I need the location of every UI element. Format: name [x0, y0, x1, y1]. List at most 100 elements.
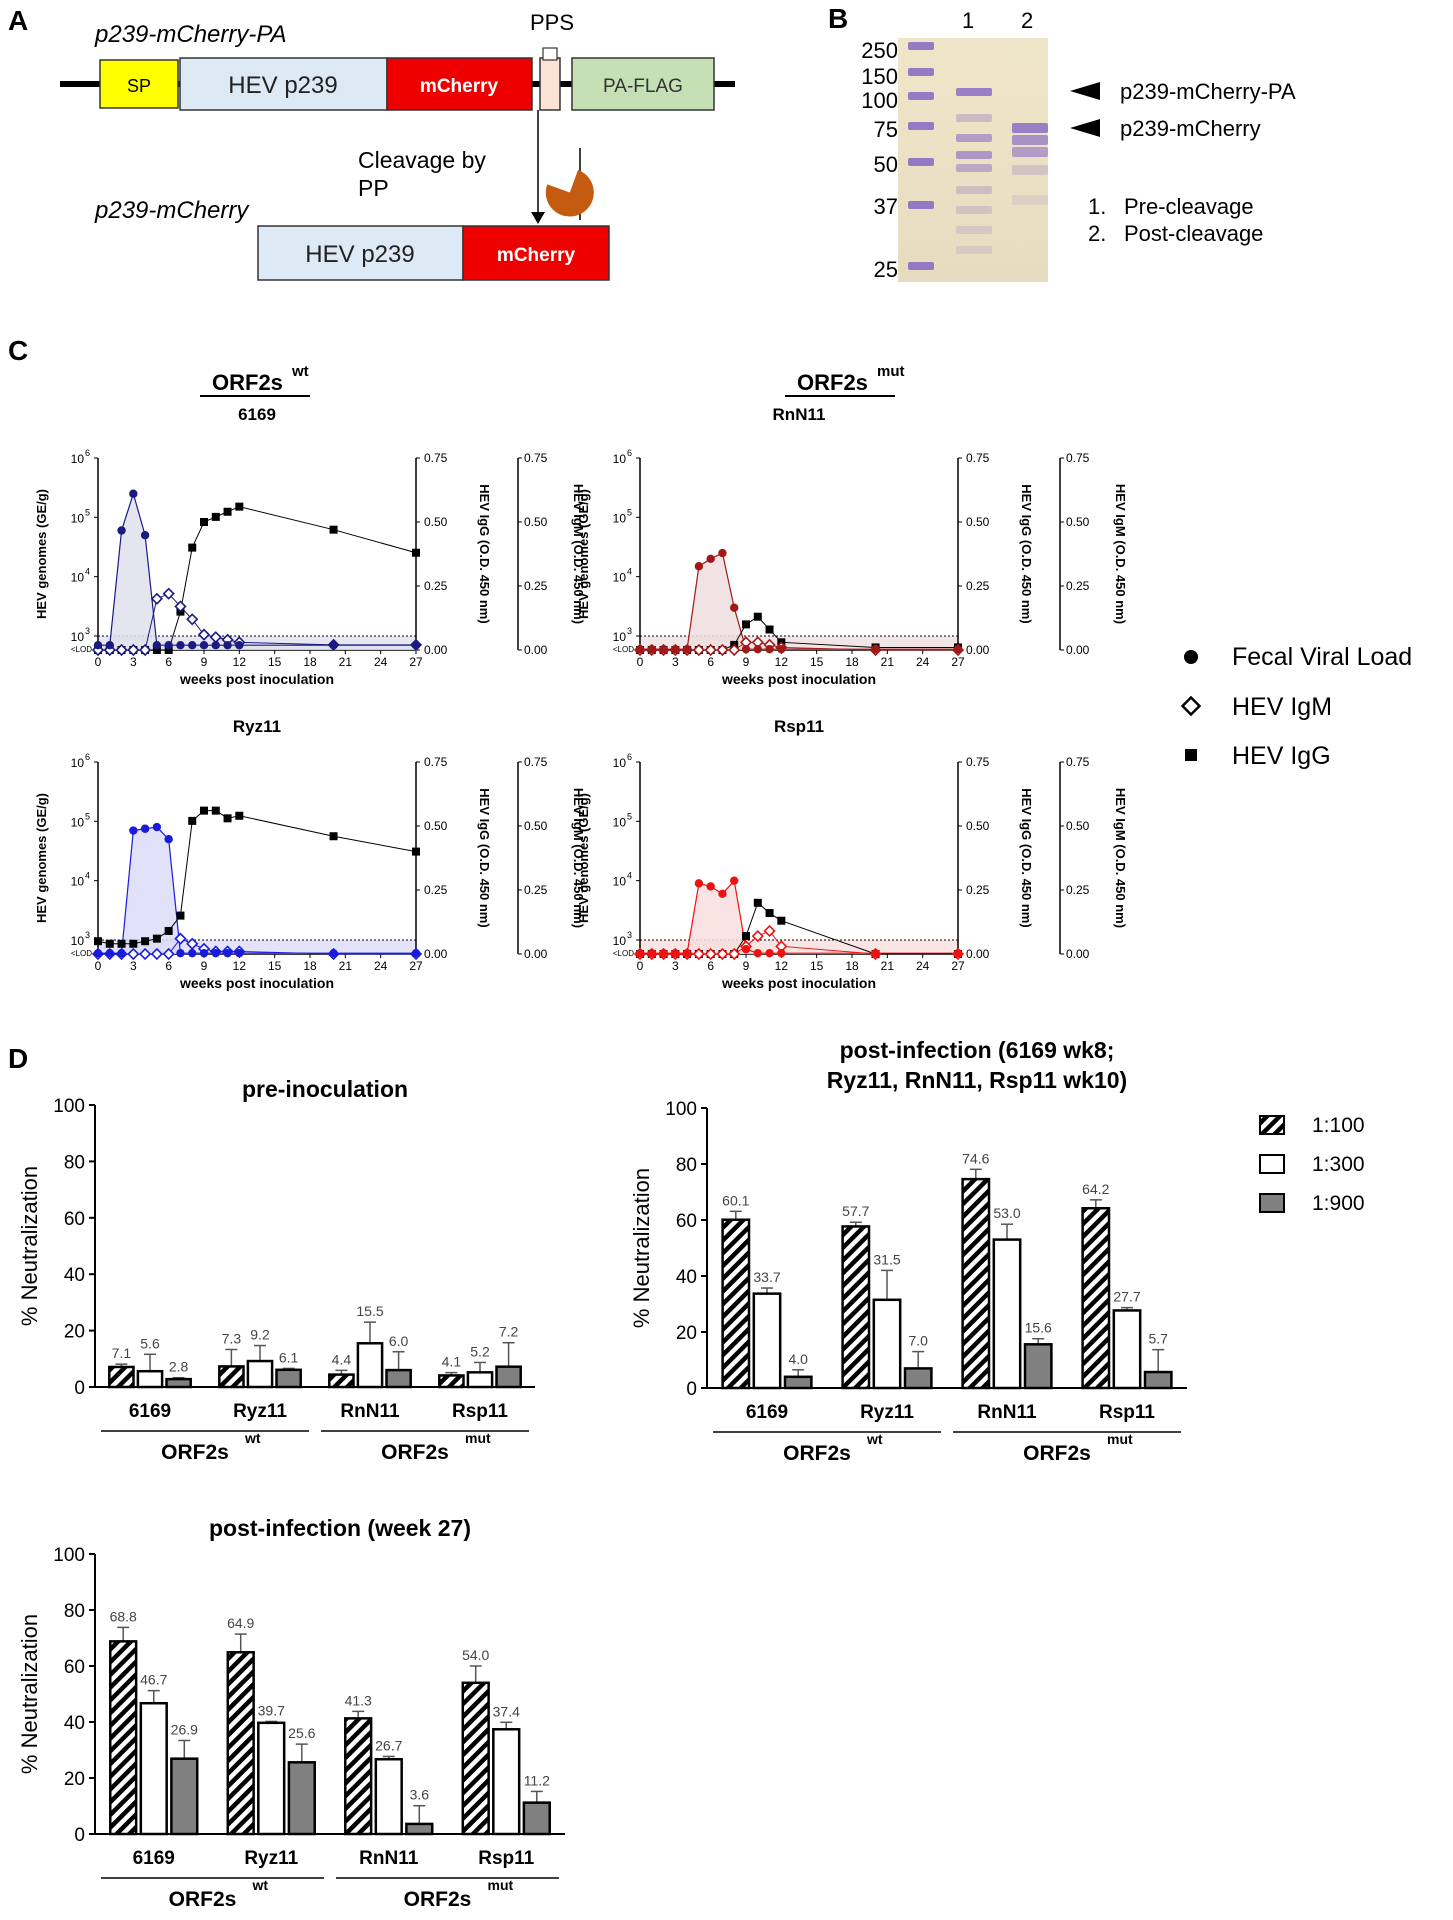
- cleavage-arrow-head: [531, 212, 545, 224]
- panel-b: B 1 2 250 150 100 75 50 37 25 p239-mCher…: [828, 3, 1296, 282]
- viral-load-point: [152, 640, 162, 650]
- viral-load-point: [411, 640, 421, 650]
- group-label-wt: ORF2s: [169, 1888, 237, 1911]
- x-tick-label: 12: [775, 959, 789, 973]
- viral-load-point: [176, 948, 185, 958]
- igm-point: [704, 643, 717, 657]
- viral-load-point: [117, 948, 126, 958]
- data-label: 33.7: [753, 1269, 780, 1285]
- bar-1-900: [405, 1822, 434, 1836]
- bar-charts: pre-inoculation 0 20 40 60 80 100 % Neutralizat…: [17, 1037, 1187, 1911]
- y-igm-tick-label: 0.50: [524, 515, 548, 529]
- ladder-75: 75: [874, 117, 898, 142]
- y-left-tick-exp: 3: [627, 626, 632, 636]
- y-left-tick-exp: 6: [627, 752, 632, 762]
- panel-d: D pre-inoculation 0 20 40 60 80 100 % Neutraliz…: [8, 1037, 1365, 1911]
- y-igg-label: HEV IgG (O.D. 450 nm): [1019, 484, 1034, 623]
- x-tick-label: 21: [339, 959, 353, 973]
- line-chart-Ryz11: Ryz11 0 3 6 9 12 15 18 21 24 27 weeks post inoculat…: [34, 717, 586, 991]
- data-label: 4.4: [332, 1351, 352, 1367]
- y-left-tick-exp: 5: [85, 811, 90, 821]
- data-label: 37.4: [493, 1703, 520, 1719]
- data-label: 5.6: [140, 1335, 160, 1351]
- y-igm-tick-label: 0.75: [524, 755, 548, 769]
- bar-1-100: [1081, 1206, 1111, 1390]
- bar-1-100: [218, 1365, 245, 1389]
- cleavage-label-line1: Cleavage by: [358, 147, 486, 173]
- data-label: 31.5: [873, 1251, 900, 1267]
- y-tick-label: 80: [64, 1601, 85, 1622]
- viral-load-point: [105, 640, 114, 650]
- legend-igm-marker: [1180, 695, 1202, 717]
- y-igg-label: HEV IgG (O.D. 450 nm): [1019, 788, 1034, 927]
- viral-load-point: [164, 834, 173, 844]
- hev-p239-label-2: HEV p239: [305, 241, 414, 268]
- y-left-tick-exp: 3: [627, 930, 632, 940]
- igg-point: [188, 543, 197, 552]
- lane1-band: [956, 164, 992, 172]
- category-label: Ryz11: [860, 1402, 914, 1423]
- igm-point: [751, 929, 764, 943]
- y-tick-label: 80: [64, 1152, 85, 1173]
- viral-load-point: [706, 554, 715, 564]
- igg-point: [765, 625, 774, 634]
- category-label: 6169: [746, 1402, 788, 1423]
- igg-point: [742, 932, 750, 941]
- igm-point: [115, 643, 128, 657]
- x-tick-label: 18: [303, 655, 317, 669]
- legend-1-100-text: 1:100: [1312, 1114, 1365, 1137]
- viral-load-point: [706, 882, 715, 891]
- x-tick-label: 18: [845, 655, 859, 669]
- mcherry-label: mCherry: [420, 76, 499, 97]
- data-label: 2.8: [169, 1359, 189, 1375]
- y-tick-label: 60: [676, 1211, 697, 1232]
- data-label: 64.2: [1082, 1181, 1109, 1197]
- hev-p239-label: HEV p239: [228, 72, 337, 99]
- igm-point: [692, 947, 705, 961]
- y-tick-label: 20: [64, 1769, 85, 1790]
- data-label: 68.8: [110, 1608, 137, 1624]
- bar-1-900: [1143, 1370, 1173, 1390]
- igm-point: [162, 587, 175, 600]
- viral-load-point: [682, 948, 692, 958]
- y-tick-label: 40: [64, 1713, 85, 1734]
- cleavage-label-line2: PP: [358, 175, 389, 201]
- lod-label: <LOD: [71, 949, 92, 958]
- y-igm-tick-label: 0.00: [1066, 947, 1090, 961]
- y-igm-tick-label: 0.25: [524, 883, 548, 897]
- viral-load-area: [640, 880, 958, 954]
- bar-1-900: [287, 1761, 316, 1836]
- group-sup-mut: mut: [1107, 1431, 1133, 1447]
- category-label: RnN11: [977, 1402, 1037, 1423]
- viral-load-point: [659, 644, 668, 654]
- data-label: 27.7: [1113, 1289, 1140, 1305]
- y-igg-tick-label: 0.00: [424, 643, 448, 657]
- pps-box: [539, 57, 561, 111]
- y-igg-tick-label: 0.25: [424, 579, 448, 593]
- bar-1-100: [226, 1651, 255, 1836]
- x-tick-label: 6: [707, 655, 714, 669]
- bar-1-900: [495, 1365, 522, 1389]
- viral-load-area: [640, 553, 958, 650]
- igg-point: [105, 939, 114, 948]
- y-left-tick-label: 10: [71, 630, 85, 644]
- x-tick-label: 27: [409, 655, 423, 669]
- x-tick-label: 18: [303, 959, 317, 973]
- lane1-band: [956, 134, 992, 142]
- y-left-tick-label: 10: [71, 511, 85, 525]
- igg-point: [129, 939, 138, 948]
- legend1-num: 1.: [1088, 194, 1106, 219]
- y-left-label: HEV genomes (GE/g): [34, 793, 49, 923]
- y-left-tick-label: 10: [71, 571, 85, 585]
- lod-label: <LOD: [613, 645, 634, 654]
- lane2-band: [1012, 165, 1048, 175]
- viral-load-point: [765, 644, 774, 654]
- y-tick-label: 20: [676, 1323, 697, 1344]
- igg-point: [412, 548, 420, 557]
- lane1-band: [956, 206, 992, 214]
- lane2-band: [1012, 195, 1048, 205]
- chart-title-line: Ryz11, RnN11, Rsp11 wk10): [827, 1067, 1127, 1093]
- igm-point: [704, 947, 717, 961]
- bar-1-900: [385, 1368, 412, 1389]
- viral-load-point: [105, 948, 114, 958]
